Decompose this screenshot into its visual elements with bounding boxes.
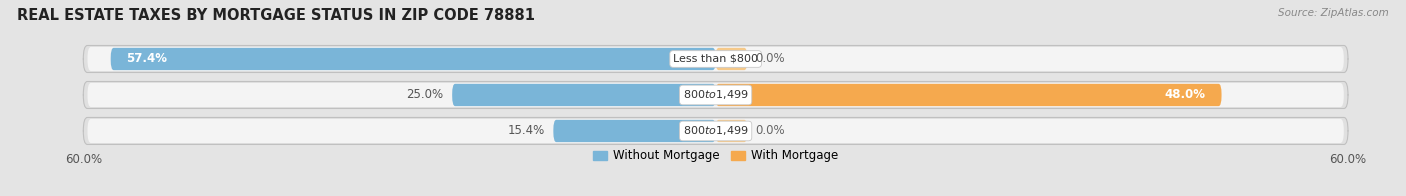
FancyBboxPatch shape — [87, 119, 1344, 143]
FancyBboxPatch shape — [716, 84, 1222, 106]
FancyBboxPatch shape — [87, 83, 1344, 107]
Text: REAL ESTATE TAXES BY MORTGAGE STATUS IN ZIP CODE 78881: REAL ESTATE TAXES BY MORTGAGE STATUS IN … — [17, 8, 534, 23]
Text: 48.0%: 48.0% — [1164, 88, 1206, 102]
FancyBboxPatch shape — [83, 117, 1348, 144]
FancyBboxPatch shape — [554, 120, 716, 142]
Text: 0.0%: 0.0% — [755, 53, 786, 65]
FancyBboxPatch shape — [83, 82, 1348, 108]
Text: 57.4%: 57.4% — [127, 53, 167, 65]
FancyBboxPatch shape — [716, 120, 747, 142]
Legend: Without Mortgage, With Mortgage: Without Mortgage, With Mortgage — [588, 145, 844, 167]
Text: Less than $800: Less than $800 — [673, 54, 758, 64]
FancyBboxPatch shape — [83, 45, 1348, 73]
FancyBboxPatch shape — [716, 48, 747, 70]
Text: Source: ZipAtlas.com: Source: ZipAtlas.com — [1278, 8, 1389, 18]
Text: 0.0%: 0.0% — [755, 124, 786, 137]
Text: $800 to $1,499: $800 to $1,499 — [683, 88, 748, 102]
FancyBboxPatch shape — [87, 47, 1344, 71]
Text: 25.0%: 25.0% — [406, 88, 444, 102]
Text: 15.4%: 15.4% — [508, 124, 546, 137]
Text: $800 to $1,499: $800 to $1,499 — [683, 124, 748, 137]
FancyBboxPatch shape — [453, 84, 716, 106]
FancyBboxPatch shape — [111, 48, 716, 70]
